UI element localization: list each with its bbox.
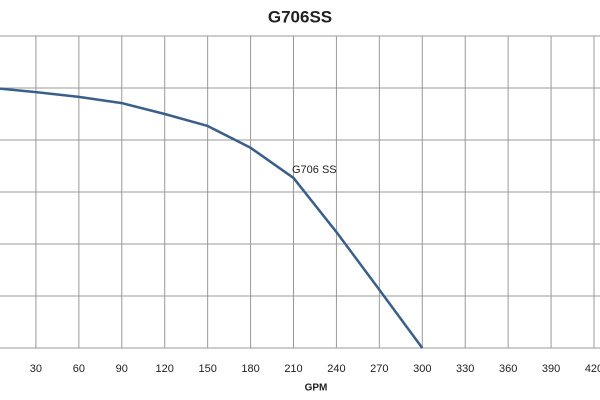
x-tick-label: 390 [542, 363, 560, 375]
x-tick-label: 180 [241, 363, 259, 375]
x-tick-label: 270 [370, 363, 388, 375]
x-tick-label: 330 [456, 363, 474, 375]
x-tick-label: 210 [284, 363, 302, 375]
series-label: G706 SS [292, 164, 337, 176]
x-tick-label: 420 [585, 363, 600, 375]
x-axis-label: GPM [305, 383, 328, 394]
chart-title: G706SS [268, 7, 332, 26]
x-tick-label: 240 [327, 363, 345, 375]
x-tick-label: 30 [30, 363, 42, 375]
x-tick-label: 90 [116, 363, 128, 375]
x-tick-label: 300 [413, 363, 431, 375]
series-line [0, 87, 424, 349]
x-tick-label: 360 [499, 363, 517, 375]
x-tick-label: 60 [73, 363, 85, 375]
x-tick-label: 150 [198, 363, 216, 375]
x-tick-label: 120 [156, 363, 174, 375]
